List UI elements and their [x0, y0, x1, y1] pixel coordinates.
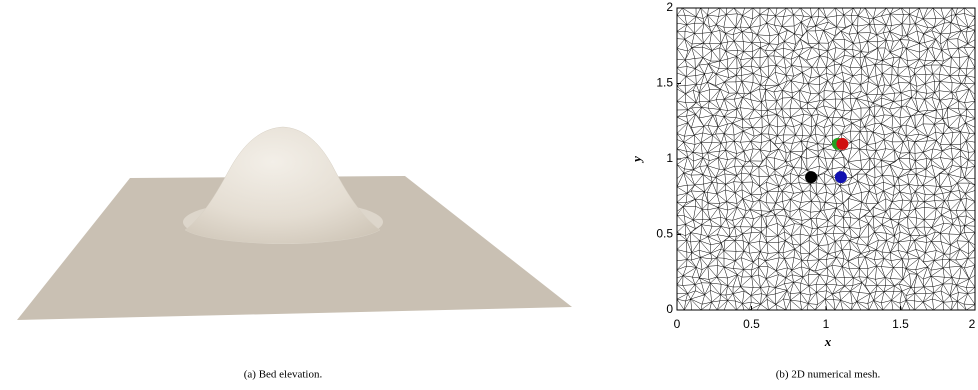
y-tick-label: 0.5: [656, 227, 673, 241]
x-tick-label: 1: [823, 317, 830, 331]
gauge-point: [805, 171, 817, 183]
x-tick-label: 0.5: [743, 317, 760, 331]
x-tick-label: 1.5: [892, 317, 909, 331]
bed-elevation-render: [17, 127, 572, 320]
caption-b: (b) 2D numerical mesh.: [776, 369, 881, 381]
gauge-point: [836, 138, 848, 150]
gauge-point: [835, 171, 847, 183]
x-axis-label: x: [824, 334, 832, 349]
y-tick-label: 1: [666, 151, 673, 165]
x-tick-label: 2: [969, 317, 976, 331]
mesh-plot: 0 0.5 1 1.5 2 0 0.5 1 1.5 2: [656, 0, 975, 331]
y-tick-label: 0: [666, 302, 673, 316]
caption-a: (a) Bed elevation.: [244, 369, 323, 381]
y-tick-label: 1.5: [656, 76, 673, 90]
y-tick-label: 2: [666, 0, 673, 14]
y-axis-label: y: [629, 156, 644, 164]
figure: (a) Bed elevation. (b) 2D numerical mesh…: [0, 0, 978, 390]
x-tick-label: 0: [674, 317, 681, 331]
